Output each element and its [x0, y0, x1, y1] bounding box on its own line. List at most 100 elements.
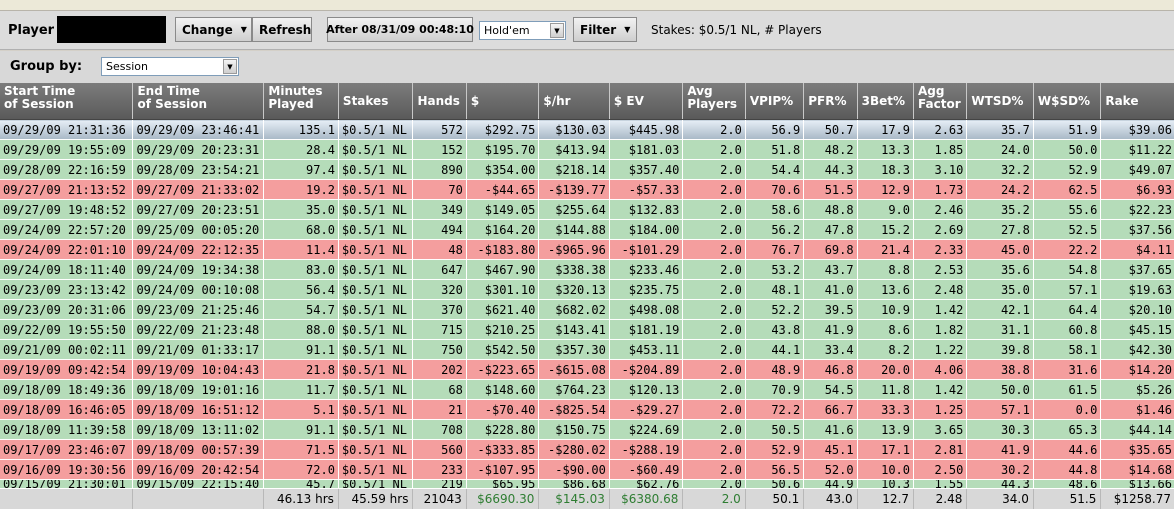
column-header[interactable]: Start Time of Session — [0, 83, 134, 120]
table-cell: 97.4 — [263, 159, 339, 180]
table-cell: 09/24/09 22:57:20 — [0, 219, 134, 240]
table-cell: 2.69 — [913, 219, 968, 240]
table-row[interactable]: 09/23/09 23:13:42 09/24/09 00:10:08 56.4 $0… — [0, 279, 1174, 300]
column-header[interactable]: W$SD% — [1033, 83, 1102, 120]
table-cell: 70.9 — [745, 379, 805, 400]
column-header[interactable]: Stakes — [338, 83, 414, 120]
table-cell: $453.11 — [609, 339, 684, 360]
column-header[interactable]: $ EV — [609, 83, 684, 120]
change-button[interactable]: Change ▼ — [175, 17, 252, 42]
table-row[interactable]: 09/18/09 18:49:36 09/18/09 19:01:16 11.7 $0… — [0, 379, 1174, 400]
table-cell: 31.1 — [966, 319, 1034, 340]
table-cell: 45.7 — [263, 479, 339, 489]
table-row[interactable]: 09/28/09 22:16:59 09/28/09 23:54:21 97.4 $0… — [0, 159, 1174, 180]
table-cell: 09/18/09 00:57:39 — [132, 439, 265, 460]
table-row[interactable]: 09/29/09 19:55:09 09/29/09 20:23:31 28.4 $0… — [0, 139, 1174, 160]
table-cell: 152 — [412, 139, 467, 160]
table-cell: 57.1 — [1033, 279, 1102, 300]
column-header[interactable]: Agg Factor — [913, 83, 968, 120]
table-row[interactable]: 09/21/09 00:02:11 09/21/09 01:33:17 91.1 $0… — [0, 339, 1174, 360]
column-header-label: Factor — [918, 97, 961, 111]
table-cell: -$90.00 — [538, 459, 610, 480]
table-cell: 1.55 — [913, 479, 968, 489]
table-cell: $49.07 — [1100, 159, 1174, 180]
table-cell: $0.5/1 NL — [338, 419, 414, 440]
table-cell: -$139.77 — [538, 179, 610, 200]
table-row[interactable]: 09/27/09 19:48:52 09/27/09 20:23:51 35.0 $0… — [0, 199, 1174, 220]
table-cell: 41.9 — [803, 319, 858, 340]
column-header[interactable]: WTSD% — [966, 83, 1034, 120]
table-cell: 349 — [412, 199, 467, 220]
table-row[interactable]: 09/27/09 21:13:52 09/27/09 21:33:02 19.2 $0… — [0, 179, 1174, 200]
table-cell: 8.6 — [857, 319, 915, 340]
column-header[interactable]: Rake — [1100, 83, 1174, 120]
table-cell: -$29.27 — [609, 399, 684, 420]
table-cell: $542.50 — [466, 339, 540, 360]
table-cell: 2.0 — [682, 279, 746, 300]
table-cell: -$57.33 — [609, 179, 684, 200]
table-cell: -$183.80 — [466, 239, 540, 260]
table-cell: 53.2 — [745, 259, 805, 280]
table-cell: $37.65 — [1100, 259, 1174, 280]
filter-button[interactable]: Filter ▼ — [573, 17, 637, 42]
column-header[interactable]: End Time of Session — [132, 83, 265, 120]
table-cell: 33.3 — [857, 399, 915, 420]
table-cell: 35.0 — [966, 279, 1034, 300]
table-cell: $0.5/1 NL — [338, 119, 414, 140]
table-cell: 4.06 — [913, 359, 968, 380]
table-row[interactable]: 09/19/09 09:42:54 09/19/09 10:04:43 21.8 $0… — [0, 359, 1174, 380]
player-name-field[interactable] — [57, 16, 166, 43]
table-cell: 09/28/09 23:54:21 — [132, 159, 265, 180]
column-header[interactable]: Avg Players — [682, 83, 746, 120]
table-cell: 10.3 — [857, 479, 915, 489]
table-cell: 50.0 — [1033, 139, 1102, 160]
group-by-select[interactable]: Session ▼ — [101, 57, 239, 76]
table-cell: 233 — [412, 459, 467, 480]
table-row[interactable]: 09/24/09 22:01:10 09/24/09 22:12:35 11.4 $0… — [0, 239, 1174, 260]
column-header-label: $/hr — [543, 93, 571, 108]
refresh-button[interactable]: Refresh — [252, 17, 312, 42]
table-cell: -$204.89 — [609, 359, 684, 380]
table-cell: 72.0 — [263, 459, 339, 480]
date-filter-button[interactable]: After 08/31/09 00:48:10 — [326, 17, 474, 42]
table-cell: 50.6 — [745, 479, 805, 489]
column-header[interactable]: $ — [466, 83, 540, 120]
table-row[interactable]: 09/24/09 18:11:40 09/24/09 19:34:38 83.0 $0… — [0, 259, 1174, 280]
column-header[interactable]: PFR% — [803, 83, 858, 120]
column-header[interactable]: Minutes Played — [263, 83, 339, 120]
table-cell: 10.9 — [857, 299, 915, 320]
table-cell: 44.3 — [803, 159, 858, 180]
table-cell: 2.0 — [682, 459, 746, 480]
table-row[interactable]: 09/18/09 16:46:05 09/18/09 16:51:12 5.1 $0.… — [0, 399, 1174, 420]
total-cell: 2.0 — [682, 488, 746, 509]
toolbar: Player Change ▼ Refresh After 08/31/09 0… — [0, 11, 1174, 50]
table-row[interactable]: 09/18/09 11:39:58 09/18/09 13:11:02 91.1 $0… — [0, 419, 1174, 440]
column-header[interactable]: VPIP% — [745, 83, 805, 120]
table-row[interactable]: 09/29/09 21:31:36 09/29/09 23:46:41 135.1 $… — [0, 119, 1174, 140]
column-header[interactable]: Hands — [412, 83, 467, 120]
table-row[interactable]: 09/23/09 20:31:06 09/23/09 21:25:46 54.7 $0… — [0, 299, 1174, 320]
table-cell: 09/29/09 19:55:09 — [0, 139, 134, 160]
table-cell: $150.75 — [538, 419, 610, 440]
table-cell: $0.5/1 NL — [338, 379, 414, 400]
table-cell: 2.0 — [682, 359, 746, 380]
game-type-select[interactable]: Hold'em ▼ — [479, 21, 566, 40]
table-row[interactable]: 09/16/09 19:30:56 09/16/09 20:42:54 72.0 $0… — [0, 459, 1174, 480]
header-row: Start Time of Session End Time of Session Mi… — [0, 83, 1174, 120]
table-cell: 61.5 — [1033, 379, 1102, 400]
table-row[interactable]: 09/24/09 22:57:20 09/25/09 00:05:20 68.0 $0… — [0, 219, 1174, 240]
table-row[interactable]: 09/17/09 23:46:07 09/18/09 00:57:39 71.5 $0… — [0, 439, 1174, 460]
table-cell: 21.8 — [263, 359, 339, 380]
chevron-down-icon: ▼ — [240, 25, 247, 34]
table-cell: -$101.29 — [609, 239, 684, 260]
table-cell: 52.2 — [745, 299, 805, 320]
column-header[interactable]: $/hr — [538, 83, 610, 120]
column-header[interactable]: 3Bet% — [857, 83, 915, 120]
table-row[interactable]: 09/22/09 19:55:50 09/22/09 21:23:48 88.0 $0… — [0, 319, 1174, 340]
table-row[interactable]: 09/15/09 21:30:01 09/15/09 22:15:40 45.7 $0… — [0, 479, 1174, 489]
table-cell: 2.0 — [682, 479, 746, 489]
chevron-down-icon: ▼ — [624, 25, 631, 34]
table-cell: 57.1 — [966, 399, 1034, 420]
table-cell: 135.1 — [263, 119, 339, 140]
table-cell: 09/29/09 20:23:31 — [132, 139, 265, 160]
